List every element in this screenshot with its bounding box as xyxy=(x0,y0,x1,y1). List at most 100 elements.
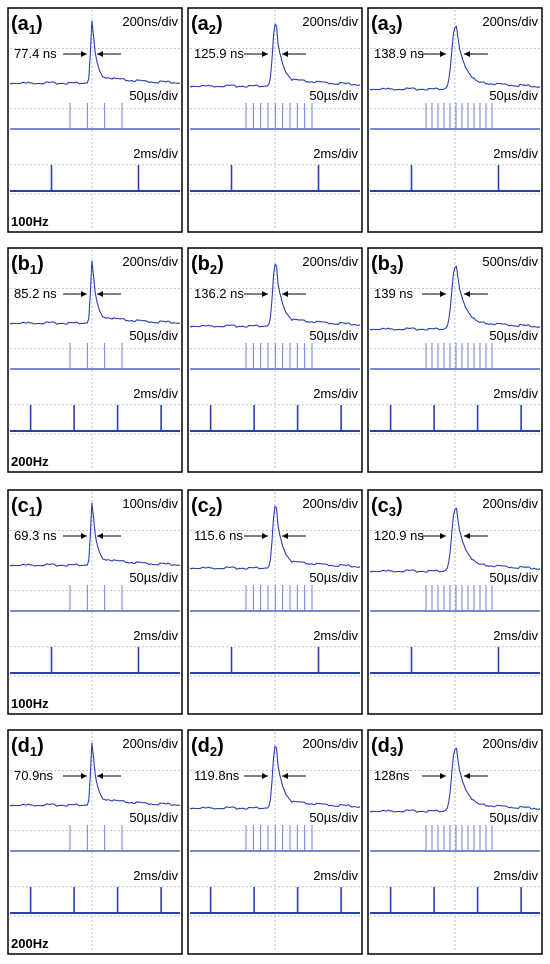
scope-panel: (a1) 200ns/div 50µs/div 2ms/div 77.4 ns 100Hz xyxy=(7,7,183,233)
panel-label-open: ( xyxy=(371,253,378,275)
panel-label: (b2) xyxy=(191,253,224,277)
frequency-label: 200Hz xyxy=(11,454,49,469)
panel-label-letter: c xyxy=(378,495,389,517)
panel-label-close: ) xyxy=(217,735,224,757)
panel-label-index: 2 xyxy=(209,504,216,519)
timebase-top: 100ns/div xyxy=(122,496,178,511)
panel-label-close: ) xyxy=(36,495,43,517)
pulse-trace xyxy=(189,263,361,328)
pulse-width-value: 85.2 ns xyxy=(14,286,57,301)
panel-label: (c2) xyxy=(191,495,223,519)
timebase-bottom: 2ms/div xyxy=(313,386,358,401)
pulse-width-value: 69.3 ns xyxy=(14,528,57,543)
timebase-bottom: 2ms/div xyxy=(493,146,538,161)
panel-label-close: ) xyxy=(216,495,223,517)
timebase-mid: 50µs/div xyxy=(309,88,358,103)
panel-frame xyxy=(7,247,183,473)
panel-label: (c3) xyxy=(371,495,403,519)
panel-label-open: ( xyxy=(11,495,18,517)
width-arrowhead-right xyxy=(464,773,470,779)
timebase-bottom: 2ms/div xyxy=(493,628,538,643)
width-arrowhead-left xyxy=(81,291,87,297)
width-arrowhead-left xyxy=(262,773,268,779)
scope-panel: (c2) 200ns/div 50µs/div 2ms/div 115.6 ns xyxy=(187,489,363,715)
timebase-top: 200ns/div xyxy=(122,736,178,751)
timebase-mid: 50µs/div xyxy=(489,328,538,343)
panel-label-close: ) xyxy=(37,253,44,275)
scope-panel: (b2) 200ns/div 50µs/div 2ms/div 136.2 ns xyxy=(187,247,363,473)
timebase-bottom: 2ms/div xyxy=(313,146,358,161)
width-arrowhead-left xyxy=(440,773,446,779)
panel-label-letter: c xyxy=(18,495,29,517)
panel-label-letter: a xyxy=(198,13,210,35)
timebase-bottom: 2ms/div xyxy=(133,146,178,161)
panel-label-close: ) xyxy=(37,735,44,757)
pulse-width-value: 119.8ns xyxy=(194,768,240,783)
panel-label: (a2) xyxy=(191,13,223,37)
panel-label: (b1) xyxy=(11,253,44,277)
pulse-trace xyxy=(189,23,361,88)
panel-label: (d3) xyxy=(371,735,404,759)
timebase-mid: 50µs/div xyxy=(129,328,178,343)
panel-label-letter: a xyxy=(378,13,390,35)
width-arrowhead-right xyxy=(282,291,288,297)
panel-label-open: ( xyxy=(11,253,18,275)
width-arrowhead-left xyxy=(440,51,446,57)
pulse-trace xyxy=(9,20,181,85)
pulse-trace xyxy=(9,742,181,807)
panel-label-index: 2 xyxy=(209,22,216,37)
frequency-label: 200Hz xyxy=(11,936,49,951)
scope-panel: (d3) 200ns/div 50µs/div 2ms/div 128ns xyxy=(367,729,543,955)
panel-label-index: 3 xyxy=(389,22,396,37)
timebase-top: 500ns/div xyxy=(482,254,538,269)
timebase-mid: 50µs/div xyxy=(309,328,358,343)
width-arrowhead-right xyxy=(282,51,288,57)
width-arrowhead-right xyxy=(97,773,103,779)
panel-label-letter: d xyxy=(378,735,390,757)
panel-label-close: ) xyxy=(397,735,404,757)
pulse-trace xyxy=(189,505,361,570)
timebase-bottom: 2ms/div xyxy=(493,386,538,401)
scope-panel: (c3) 200ns/div 50µs/div 2ms/div 120.9 ns xyxy=(367,489,543,715)
panel-label-open: ( xyxy=(371,495,378,517)
panel-label-close: ) xyxy=(216,13,223,35)
pulse-width-value: 136.2 ns xyxy=(194,286,244,301)
timebase-top: 200ns/div xyxy=(482,14,538,29)
pulse-width-value: 139 ns xyxy=(374,286,414,301)
frequency-label: 100Hz xyxy=(11,214,49,229)
width-arrowhead-left xyxy=(262,51,268,57)
panel-label-index: 3 xyxy=(389,504,396,519)
pulse-trace xyxy=(9,260,181,325)
timebase-top: 200ns/div xyxy=(302,736,358,751)
panel-label-letter: d xyxy=(18,735,30,757)
timebase-mid: 50µs/div xyxy=(489,88,538,103)
timebase-bottom: 2ms/div xyxy=(313,628,358,643)
panel-label-open: ( xyxy=(191,13,198,35)
panel-label-index: 1 xyxy=(30,262,37,277)
panel-label-open: ( xyxy=(191,253,198,275)
width-arrowhead-right xyxy=(97,291,103,297)
timebase-mid: 50µs/div xyxy=(489,570,538,585)
width-arrowhead-left xyxy=(262,533,268,539)
pulse-trace xyxy=(369,747,541,813)
timebase-top: 200ns/div xyxy=(302,254,358,269)
timebase-mid: 50µs/div xyxy=(129,570,178,585)
timebase-mid: 50µs/div xyxy=(309,570,358,585)
scope-panel: (d2) 200ns/div 50µs/div 2ms/div 119.8ns xyxy=(187,729,363,955)
pulse-trace xyxy=(189,745,361,810)
timebase-top: 200ns/div xyxy=(482,496,538,511)
panel-label-index: 1 xyxy=(30,744,37,759)
frequency-label: 100Hz xyxy=(11,696,49,711)
timebase-mid: 50µs/div xyxy=(129,810,178,825)
pulse-trace xyxy=(369,25,541,91)
width-arrowhead-right xyxy=(282,773,288,779)
scope-panel: (a3) 200ns/div 50µs/div 2ms/div 138.9 ns xyxy=(367,7,543,233)
pulse-width-value: 77.4 ns xyxy=(14,46,57,61)
panel-frame xyxy=(7,729,183,955)
panel-label-letter: b xyxy=(378,253,390,275)
pulse-trace xyxy=(369,265,541,331)
pulse-width-value: 128ns xyxy=(374,768,410,783)
pulse-trace xyxy=(369,507,541,573)
width-arrowhead-right xyxy=(282,533,288,539)
